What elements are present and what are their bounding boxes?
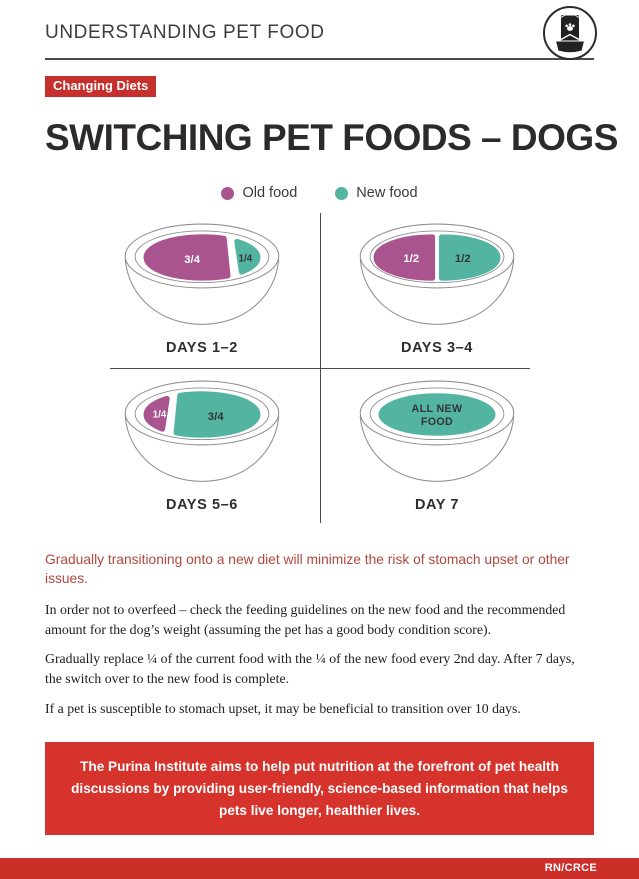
new-food-segment	[378, 393, 496, 436]
new-food-segment	[173, 391, 261, 438]
legend-label-old: Old food	[242, 185, 298, 201]
bowl-days-1-2: 3/4 1/4 DAYS 1–2	[85, 211, 320, 368]
header-title: UNDERSTANDING PET FOOD	[45, 21, 325, 43]
legend-item-old-food: Old food	[221, 185, 297, 201]
old-fraction-label: 1/4	[153, 410, 167, 421]
bowl-label-days-3-4: DAYS 3–4	[401, 340, 473, 356]
paragraph-replace: Gradually replace ¼ of the current food …	[45, 651, 575, 686]
section-badge: Changing Diets	[45, 76, 157, 97]
new-food-segment	[234, 238, 261, 275]
new-fraction-label: 1/2	[455, 253, 471, 265]
body-copy: In order not to overfeed – check the fee…	[45, 600, 594, 718]
header-divider	[45, 58, 594, 60]
bowl-day-7: ALL NEW FOOD DAY 7	[320, 368, 555, 525]
bowl-diagram-days-5-6: 1/4 3/4	[124, 380, 280, 482]
all-new-food-label-line2: FOOD	[421, 416, 453, 428]
old-food-segment	[373, 234, 436, 281]
bowl-days-5-6: 1/4 3/4 DAYS 5–6	[85, 368, 320, 525]
bottom-bar: RN/CRCE	[0, 858, 639, 879]
doc-code: RN/CRCE	[544, 862, 597, 874]
bowl-days-3-4: 1/2 1/2 DAYS 3–4	[320, 211, 555, 368]
bowl-label-days-1-2: DAYS 1–2	[166, 340, 238, 356]
bowl-label-day-7: DAY 7	[414, 497, 460, 513]
bowl-label-days-5-6: DAYS 5–6	[166, 497, 238, 513]
old-fraction-label: 3/4	[184, 254, 200, 266]
bowl-diagram-days-3-4: 1/2 1/2	[359, 223, 515, 325]
pet-food-bag-bowl-icon	[542, 5, 598, 61]
header: UNDERSTANDING PET FOOD	[45, 0, 598, 61]
page-title: SWITCHING PET FOODS – DOGS	[45, 117, 618, 158]
highlight-text: Gradually transitioning onto a new diet …	[45, 552, 570, 586]
legend-label-new: New food	[356, 185, 418, 201]
legend: Old food New food	[0, 185, 639, 201]
legend-item-new-food: New food	[335, 185, 418, 201]
old-fraction-label: 1/2	[403, 253, 419, 265]
old-food-dot-icon	[221, 186, 235, 200]
paragraph-overfeed: In order not to overfeed – check the fee…	[45, 602, 566, 637]
all-new-food-label-line1: ALL NEW	[412, 403, 463, 415]
old-food-segment	[143, 234, 231, 281]
grid-horizontal-divider	[109, 368, 530, 369]
bowls-grid: 3/4 1/4 DAYS 1–2 1/2 1/2 DAYS 3–4	[85, 211, 555, 525]
new-food-dot-icon	[335, 186, 349, 200]
institute-banner: The Purina Institute aims to help put nu…	[45, 742, 594, 836]
new-fraction-label: 3/4	[208, 411, 224, 423]
new-fraction-label: 1/4	[238, 253, 252, 264]
old-food-segment	[143, 395, 170, 432]
new-food-segment	[438, 234, 501, 281]
bowl-diagram-day-7: ALL NEW FOOD	[359, 380, 515, 482]
bowl-diagram-days-1-2: 3/4 1/4	[124, 223, 280, 325]
paragraph-susceptible: If a pet is susceptible to stomach upset…	[45, 700, 521, 716]
